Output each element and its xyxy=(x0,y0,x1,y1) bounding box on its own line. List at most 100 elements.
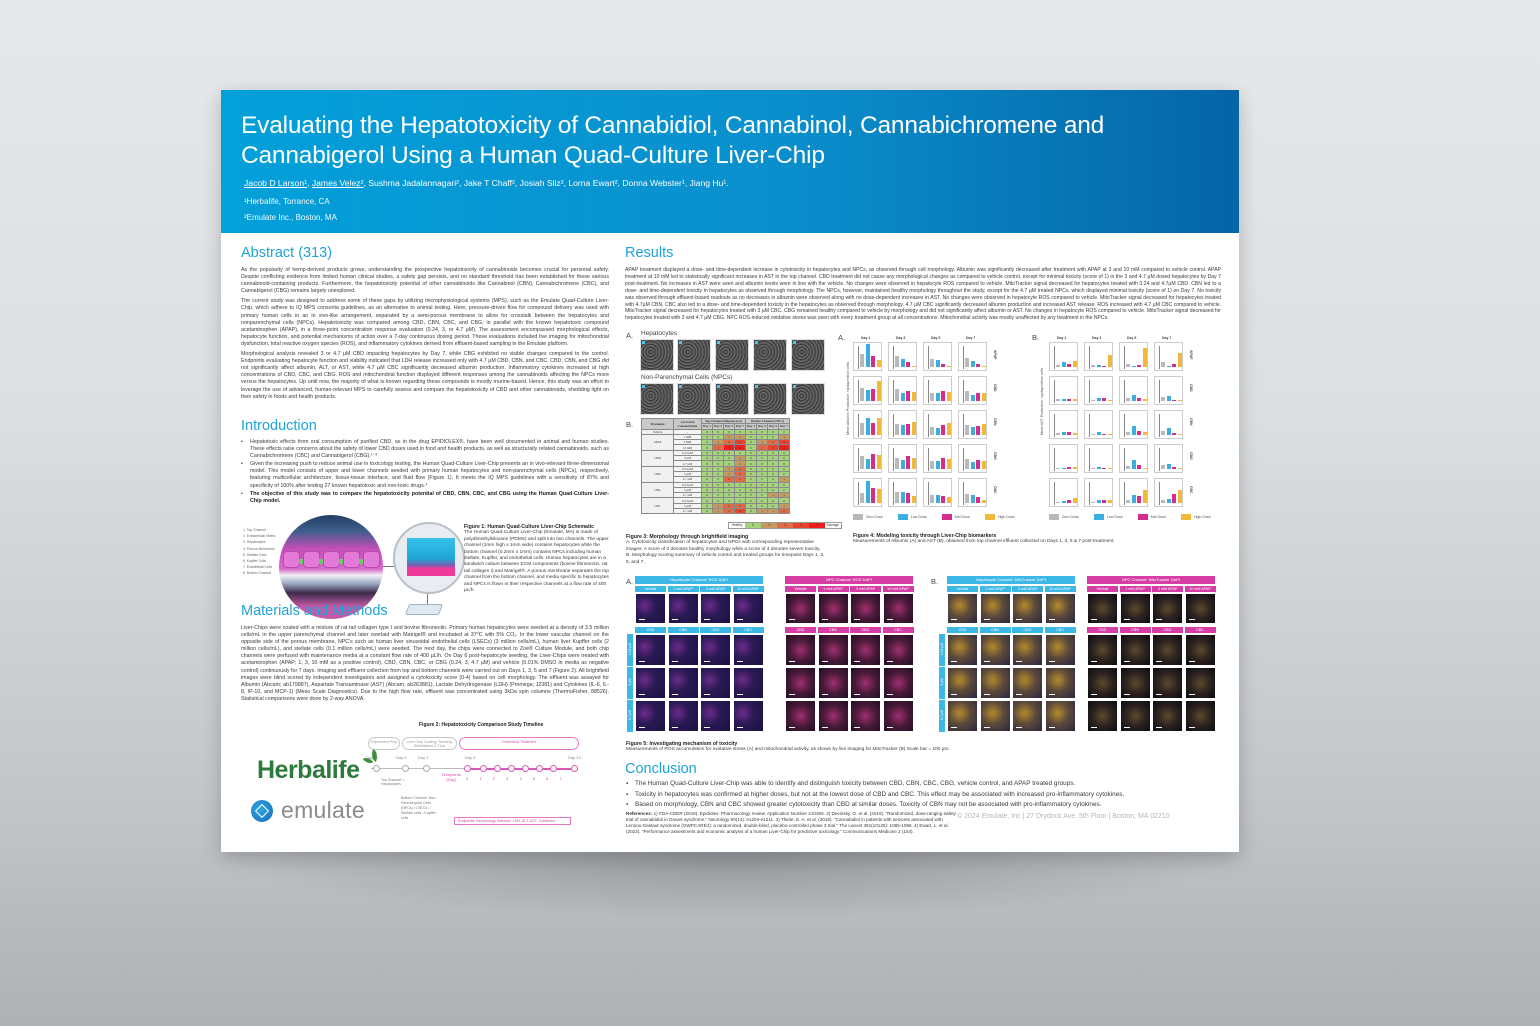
column-header: CBC xyxy=(1184,627,1216,633)
bar xyxy=(1067,398,1071,401)
scale-bar xyxy=(854,693,860,695)
bar xyxy=(941,364,945,367)
scale-bar xyxy=(886,618,893,620)
author-link[interactable]: James Velez² xyxy=(311,178,364,188)
ast-bar-panel xyxy=(1119,376,1148,405)
legend-score: 1 xyxy=(761,523,777,528)
bar xyxy=(1161,499,1165,503)
phase-seeding: Liver-Chip Coating, Seeding, Stabilizati… xyxy=(402,737,457,750)
bar xyxy=(930,495,934,503)
fluorescence-image xyxy=(1184,634,1216,666)
row-label: CBC xyxy=(1189,486,1193,494)
timeline-node xyxy=(550,765,557,772)
introduction-heading: Introduction xyxy=(241,418,317,434)
fluorescence-image xyxy=(979,700,1011,732)
ast-bar-panel xyxy=(1049,410,1078,439)
bar xyxy=(911,457,916,469)
legend-item: 7. Endothelial Cells xyxy=(243,565,273,570)
ast-bar-panel xyxy=(1084,376,1113,405)
scale-bar xyxy=(983,618,990,620)
figure3-panel-a-label: A. xyxy=(626,331,634,340)
bar xyxy=(860,456,864,469)
concentration-row-label: 3 µM xyxy=(939,667,945,699)
phase-experiment-prep: Experiment Prep xyxy=(368,737,400,750)
figure1-caption: Figure 1: Human Quad-Culture Liver-Chip … xyxy=(464,524,610,594)
legend-score: 4 xyxy=(809,523,825,528)
bar xyxy=(930,392,934,401)
fluorescence-image xyxy=(947,700,978,732)
references-text: 1) FDA-CDER (2018). Epidiolex: Pharmacol… xyxy=(626,811,956,834)
day-label: Day 6 xyxy=(465,755,476,760)
day-header: Day 5 xyxy=(767,423,779,430)
figure3-caption-a: A. Cytotoxicity classification of hepato… xyxy=(626,540,821,552)
scale-bar xyxy=(1048,726,1055,728)
bar xyxy=(1142,467,1147,469)
fluorescence-image xyxy=(1087,593,1118,624)
bar xyxy=(1056,364,1060,367)
scale-bar xyxy=(671,660,678,662)
day-header: Day 1 xyxy=(861,336,871,340)
scale-bar xyxy=(736,660,743,662)
bar xyxy=(1072,398,1077,401)
bar xyxy=(1102,397,1106,401)
legend-item: 8. Bottom Channel xyxy=(243,571,272,576)
fluorescence-image xyxy=(850,593,881,624)
column-header: Vehicle xyxy=(947,586,978,592)
bar xyxy=(1061,432,1066,435)
column-header: 1 mM APAP xyxy=(817,586,849,592)
bar xyxy=(1102,500,1106,503)
hepatocyte-image xyxy=(753,339,787,371)
timepoints-label: Timepoints (Day) xyxy=(441,772,461,782)
bar xyxy=(981,392,986,401)
figure4-panel-a-label: A. xyxy=(838,333,846,342)
fluorescence-image xyxy=(882,667,914,699)
score-cell: 1 xyxy=(767,508,779,515)
bar xyxy=(1166,365,1171,367)
bar xyxy=(941,457,945,469)
abstract-paragraph: As the popularity of hemp-derived produc… xyxy=(241,267,609,295)
author-link[interactable]: Jacob D Larson¹ xyxy=(244,178,308,188)
fluorescence-image xyxy=(1044,593,1076,624)
fluorescence-image xyxy=(1044,667,1076,699)
bar xyxy=(970,462,975,469)
poster-header: Evaluating the Hepatotoxicity of Cannabi… xyxy=(221,90,1239,233)
table-header: Top Channel (Hepatocytes) xyxy=(701,417,746,425)
column-header: CBC xyxy=(882,627,914,633)
scale-bar xyxy=(1048,618,1055,620)
bar xyxy=(1096,499,1101,503)
fluorescence-image xyxy=(1184,700,1216,732)
scale-bar xyxy=(704,693,710,695)
fluorescence-image xyxy=(1012,667,1043,699)
scale-bar xyxy=(886,660,893,662)
bar xyxy=(1131,425,1136,435)
albumin-bar-panel xyxy=(923,376,952,405)
bar xyxy=(1137,430,1141,435)
author-list-rest: , Sushma Jadalannagari², Jake T Chaff², … xyxy=(363,178,729,188)
scale-bar xyxy=(951,660,957,662)
bar xyxy=(930,358,934,367)
hepatocyte-image xyxy=(715,339,749,371)
fluorescence-image xyxy=(817,634,849,666)
fluorescence-image xyxy=(785,593,816,624)
treatment-cell: APAP xyxy=(641,433,674,451)
timeline-node xyxy=(522,765,529,772)
scale-bar xyxy=(1048,660,1055,662)
bar xyxy=(1056,432,1060,435)
ast-y-axis-label: Mean AST Production: ng/day/million cell… xyxy=(1040,367,1044,435)
scale-bar xyxy=(821,693,828,695)
scale-bar xyxy=(639,726,645,728)
column-header: CBN xyxy=(667,627,699,633)
fluorescence-image xyxy=(667,593,699,624)
scale-bar xyxy=(951,726,957,728)
bar xyxy=(1166,396,1171,401)
scale-bar xyxy=(854,618,860,620)
bar xyxy=(876,381,881,401)
ast-bar-panel xyxy=(1084,342,1113,371)
bar xyxy=(1061,398,1066,401)
npc-image xyxy=(677,383,711,415)
bar xyxy=(1172,466,1176,469)
score-cell: 0 xyxy=(745,508,757,515)
bar xyxy=(1067,364,1071,367)
ast-bar-panel xyxy=(1049,444,1078,473)
row-label-text: 0.24 µM xyxy=(628,642,632,656)
